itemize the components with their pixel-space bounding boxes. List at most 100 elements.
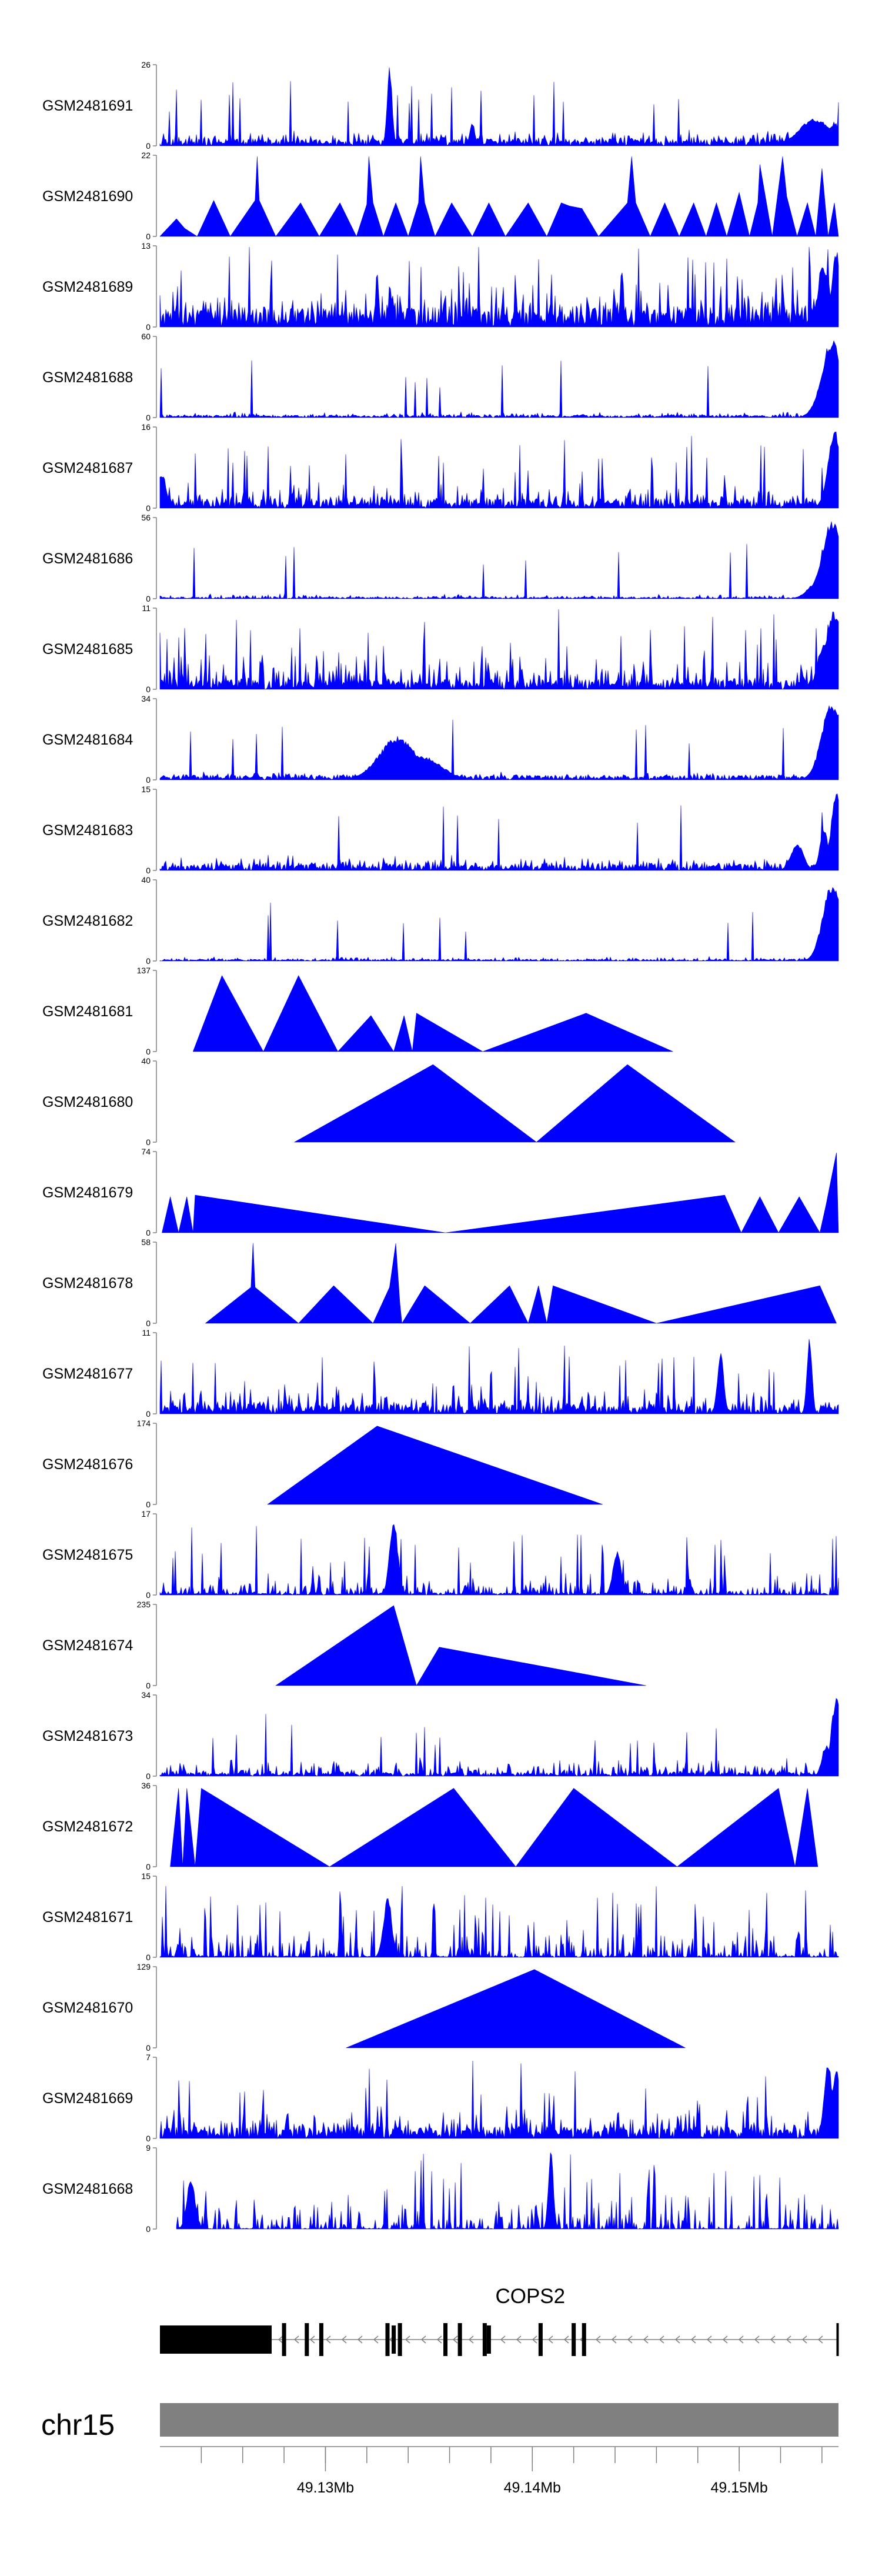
y-tick-label-zero: 0 <box>146 1953 151 1962</box>
track-label: GSM2481688 <box>42 369 133 386</box>
gene-name-label: COPS2 <box>495 2285 565 2308</box>
strand-arrow <box>468 2335 474 2344</box>
coverage-area <box>159 887 839 962</box>
y-tick-label-zero: 0 <box>146 503 151 513</box>
track-GSM2481670: GSM2481670 129 0 <box>42 1962 686 2053</box>
track-GSM2481675: GSM2481675 17 0 <box>42 1509 839 1600</box>
coverage-area <box>159 521 839 599</box>
y-tick-label-zero: 0 <box>146 1862 151 1871</box>
track-label: GSM2481672 <box>42 1818 133 1835</box>
track-label: GSM2481684 <box>42 732 133 748</box>
y-tick-label-max: 15 <box>141 1871 151 1881</box>
y-tick-label-max: 7 <box>146 2053 151 2062</box>
strand-arrow <box>309 2335 315 2344</box>
y-tick-label-zero: 0 <box>146 322 151 332</box>
coverage-area <box>159 793 839 871</box>
strand-arrow <box>643 2335 649 2344</box>
y-tick-label-max: 15 <box>141 785 151 794</box>
exon <box>482 2323 487 2356</box>
track-GSM2481680: GSM2481680 40 0 <box>42 1056 736 1147</box>
y-tick-label-zero: 0 <box>146 2224 151 2234</box>
y-tick-label-max: 129 <box>137 1962 151 1971</box>
strand-arrow <box>357 2335 363 2344</box>
y-tick-label-max: 74 <box>141 1147 151 1156</box>
gene-track: COPS2 <box>160 2285 839 2356</box>
y-tick-label-max: 34 <box>141 1690 151 1700</box>
strand-arrow <box>373 2335 379 2344</box>
y-tick-label-zero: 0 <box>146 1500 151 1509</box>
track-GSM2481676: GSM2481676 174 0 <box>42 1419 603 1509</box>
y-tick-label-max: 9 <box>146 2143 151 2153</box>
strand-arrow <box>516 2335 522 2344</box>
strand-arrow <box>738 2335 744 2344</box>
track-GSM2481690: GSM2481690 22 0 <box>42 151 839 241</box>
coverage-area <box>159 1886 839 1958</box>
track-GSM2481671: GSM2481671 15 0 <box>42 1871 839 1962</box>
track-GSM2481669: GSM2481669 7 0 <box>42 2053 839 2143</box>
y-tick-label-max: 60 <box>141 332 151 341</box>
y-tick-label-zero: 0 <box>146 2043 151 2053</box>
strand-arrow <box>786 2335 791 2344</box>
track-GSM2481679: GSM2481679 74 0 <box>42 1147 839 1237</box>
coverage-area <box>159 1524 839 1596</box>
ideogram-track: chr15 <box>41 2403 838 2441</box>
track-label: GSM2481681 <box>42 1003 133 1020</box>
exon <box>538 2323 543 2356</box>
strand-arrow <box>547 2335 553 2344</box>
y-tick-label-zero: 0 <box>146 413 151 422</box>
x-tick-label: 49.13Mb <box>297 2480 354 2496</box>
y-tick-label-zero: 0 <box>146 685 151 694</box>
y-tick-label-zero: 0 <box>146 1228 151 1237</box>
y-tick-label-max: 40 <box>141 1056 151 1066</box>
track-GSM2481683: GSM2481683 15 0 <box>42 785 839 875</box>
x-tick-label: 49.14Mb <box>504 2480 561 2496</box>
track-label: GSM2481673 <box>42 1728 133 1744</box>
coverage-area <box>192 975 673 1052</box>
signal-tracks: GSM2481691260GSM2481690220GSM2481689130G… <box>42 60 839 2234</box>
strand-arrow <box>420 2335 426 2344</box>
y-tick-label-zero: 0 <box>146 1681 151 1690</box>
strand-arrow <box>706 2335 712 2344</box>
y-tick-label-zero: 0 <box>146 1137 151 1147</box>
track-label: GSM2481691 <box>42 98 133 114</box>
ideogram-bar <box>160 2403 838 2437</box>
y-tick-label-max: 11 <box>142 603 151 613</box>
track-GSM2481672: GSM2481672 36 0 <box>42 1781 818 1871</box>
strand-arrow <box>722 2335 728 2344</box>
exon <box>385 2323 390 2356</box>
track-GSM2481687: GSM2481687 16 0 <box>42 422 839 513</box>
y-tick-label-zero: 0 <box>146 2134 151 2143</box>
coverage-area <box>159 431 839 509</box>
strand-arrow <box>801 2335 807 2344</box>
y-tick-label-zero: 0 <box>146 1771 151 1781</box>
y-tick-label-zero: 0 <box>146 1319 151 1328</box>
strand-arrow <box>770 2335 776 2344</box>
strand-arrow <box>452 2335 458 2344</box>
strand-arrow <box>817 2335 823 2344</box>
strand-arrow <box>436 2335 442 2344</box>
track-label: GSM2481680 <box>42 1094 133 1110</box>
strand-arrow <box>659 2335 664 2344</box>
track-label: GSM2481677 <box>42 1366 133 1382</box>
y-tick-label-max: 11 <box>142 1328 151 1337</box>
strand-arrow <box>500 2335 506 2344</box>
y-tick-label-max: 40 <box>141 875 151 885</box>
track-GSM2481689: GSM2481689 13 0 <box>42 241 839 332</box>
strand-arrow <box>563 2335 569 2344</box>
track-label: GSM2481675 <box>42 1547 133 1563</box>
strand-arrow <box>532 2335 537 2344</box>
coverage-area <box>205 1243 837 1324</box>
coverage-area <box>267 1426 603 1505</box>
y-tick-label-max: 36 <box>141 1781 151 1790</box>
strand-arrow <box>405 2335 410 2344</box>
track-GSM2481688: GSM2481688 60 0 <box>42 332 839 422</box>
y-tick-label-max: 34 <box>141 694 151 703</box>
strand-arrow <box>341 2335 347 2344</box>
exon <box>486 2325 491 2354</box>
exon <box>397 2323 402 2356</box>
coverage-area <box>275 1605 646 1686</box>
track-label: GSM2481670 <box>42 2000 133 2016</box>
exon <box>392 2325 396 2354</box>
exon <box>572 2323 576 2356</box>
